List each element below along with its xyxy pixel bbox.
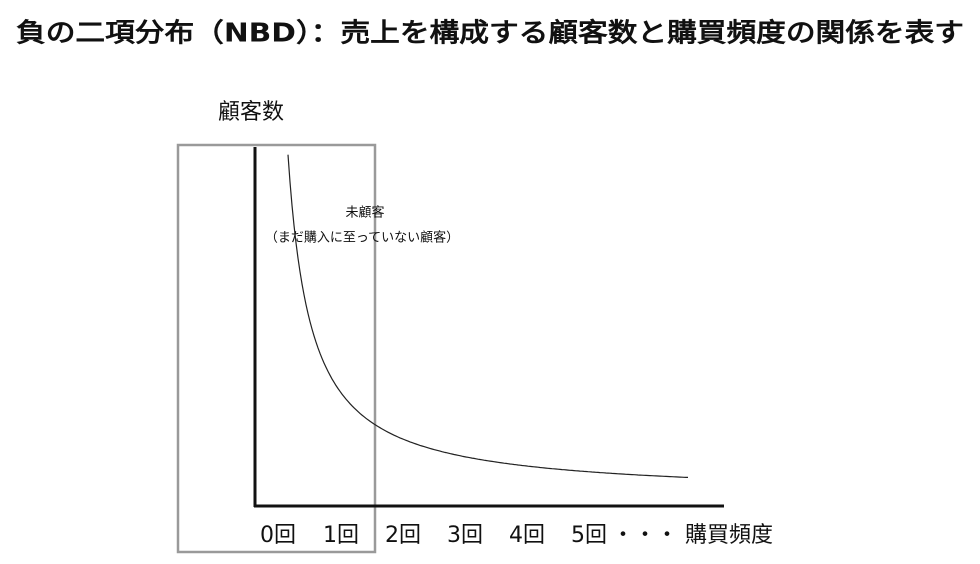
distribution-curve bbox=[287, 154, 688, 478]
x-label: ・・・ bbox=[612, 523, 678, 548]
x-label: 4回 bbox=[509, 523, 545, 548]
title: 負の二項分布（NBD）：売上を構成する顧客数と購買頻度の関係を表す bbox=[16, 18, 964, 49]
x-label: 5回 bbox=[571, 523, 607, 548]
x-axis-title: 購買頻度 bbox=[685, 523, 773, 548]
x-label: 3回 bbox=[447, 523, 483, 548]
annotation-title: 未顧客 bbox=[345, 205, 384, 221]
y-axis-label: 顧客数 bbox=[218, 100, 284, 125]
annotation-note: （まだ購入に至っていない顧客） bbox=[265, 230, 459, 246]
highlight-box bbox=[176, 143, 377, 554]
x-labels: 0回 1回 2回 3回 4回 5回 ・・・ bbox=[260, 523, 678, 548]
x-label: 2回 bbox=[385, 523, 421, 548]
x-label: 0回 bbox=[260, 523, 296, 548]
x-label: 1回 bbox=[323, 523, 359, 548]
